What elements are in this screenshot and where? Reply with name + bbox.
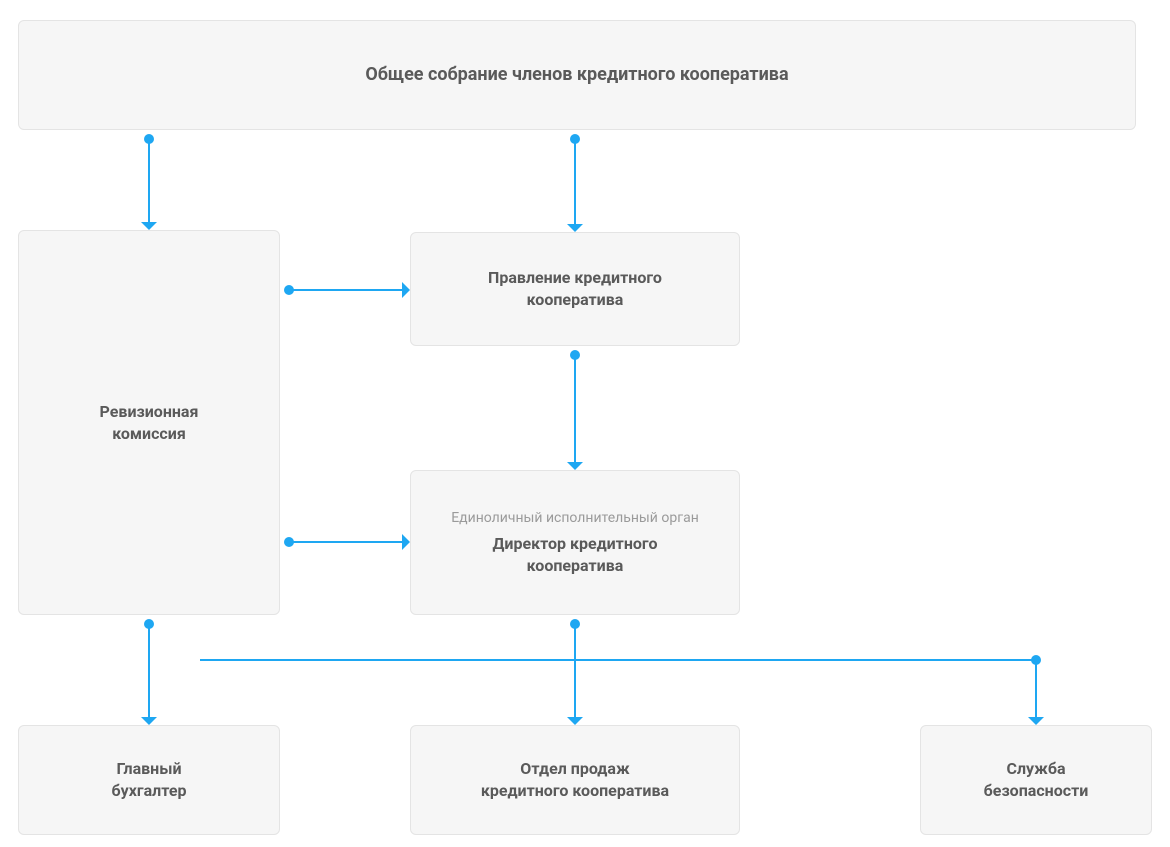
node-title: Главныйбухгалтер <box>112 758 187 801</box>
node-accountant: Главныйбухгалтер <box>18 725 280 835</box>
node-assembly: Общее собрание членов кредитного коопера… <box>18 20 1136 130</box>
node-board: Правление кредитногокооператива <box>410 232 740 346</box>
node-title: Отдел продажкредитного кооператива <box>481 758 669 801</box>
node-director: Единоличный исполнительный орган Директо… <box>410 470 740 615</box>
node-subtitle: Единоличный исполнительный орган <box>451 509 699 527</box>
node-sales: Отдел продажкредитного кооператива <box>410 725 740 835</box>
node-title: Директор кредитногокооператива <box>492 533 657 576</box>
node-title: Правление кредитногокооператива <box>488 267 662 310</box>
node-title: Службабезопасности <box>984 758 1089 801</box>
node-title: Ревизионнаякомиссия <box>100 401 199 444</box>
node-revision: Ревизионнаякомиссия <box>18 230 280 615</box>
node-security: Службабезопасности <box>920 725 1152 835</box>
node-title: Общее собрание членов кредитного коопера… <box>365 63 788 87</box>
